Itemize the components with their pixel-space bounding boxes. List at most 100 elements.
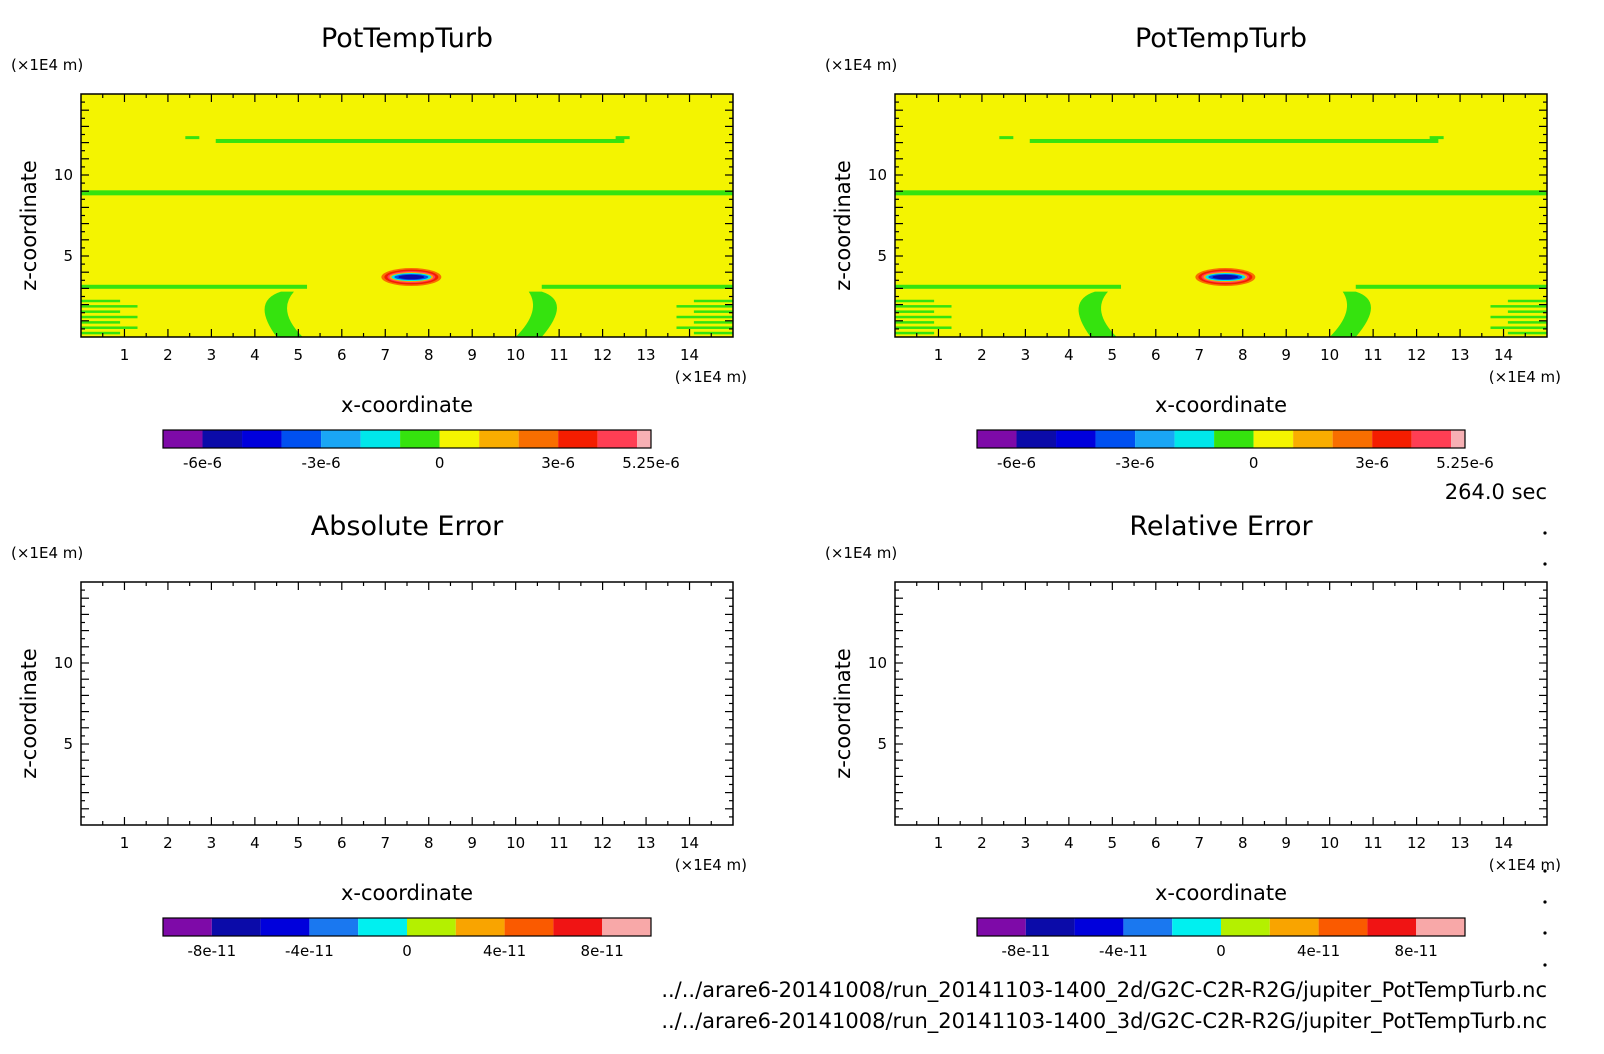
- x-unit-label: (×1E4 m): [675, 856, 747, 874]
- y-axis-label: z-coordinate: [831, 648, 855, 779]
- x-tick-label: 10: [506, 346, 525, 364]
- colorbar-swatch: [1172, 918, 1221, 936]
- panel-title: Absolute Error: [311, 511, 504, 542]
- near-zero-band: [215, 138, 625, 143]
- colorbar-swatch: [281, 430, 322, 448]
- x-tick-label: 9: [467, 346, 477, 364]
- near-zero-band: [81, 190, 733, 196]
- x-tick-label: 11: [550, 346, 569, 364]
- axis-ticks: [81, 582, 733, 825]
- colorbar-swatch: [637, 430, 651, 448]
- near-zero-band: [895, 284, 1122, 289]
- colorbar-swatch: [1411, 430, 1452, 448]
- colorbar-frame: [162, 429, 652, 449]
- colorbar-swatch: [977, 918, 1026, 936]
- near-zero-region: [1329, 291, 1371, 337]
- x-tick-label: 7: [1194, 834, 1204, 852]
- panel-3: Absolute Error(×1E4 m)(×1E4 m)1 2 3 4 5 6 7 8 9 1…: [11, 511, 747, 960]
- x-tick-label: 9: [1281, 834, 1291, 852]
- near-zero-region: [264, 291, 303, 337]
- x-tick-label: 1: [120, 346, 130, 364]
- near-zero-stripe: [81, 310, 121, 313]
- axis-ticks: [81, 94, 733, 337]
- x-unit-label: (×1E4 m): [675, 368, 747, 386]
- panel-2: PotTempTurb(×1E4 m)(×1E4 m)1 2 3 4 5 6 7 8 9 10 11…: [825, 23, 1561, 472]
- colorbar-swatch: [211, 918, 261, 936]
- y-unit-label: (×1E4 m): [11, 56, 83, 74]
- x-tick-label: 5: [1108, 834, 1118, 852]
- colorbar-swatch: [1095, 430, 1136, 448]
- colorbar-tick-label: 4e-11: [1297, 942, 1340, 960]
- near-zero-stripe: [81, 315, 138, 319]
- near-zero-stripe: [693, 321, 733, 324]
- near-zero-band: [185, 136, 200, 140]
- x-tick-label: 5: [1108, 346, 1118, 364]
- x-tick-label: 2: [163, 346, 173, 364]
- near-zero-band: [1029, 138, 1439, 143]
- near-zero-stripe: [895, 305, 952, 308]
- x-tick-label: 8: [424, 346, 434, 364]
- near-zero-stripe: [676, 305, 733, 308]
- panel-title: PotTempTurb: [1135, 23, 1307, 54]
- y-tick-label: 10: [868, 166, 887, 184]
- right-edge-dots: [1543, 531, 1547, 967]
- near-zero-stripe: [895, 310, 935, 313]
- colorbar-swatch: [1221, 918, 1270, 936]
- near-zero-band: [1355, 284, 1547, 289]
- colorbar-tick-label: 5.25e-6: [622, 454, 680, 472]
- near-zero-stripe: [895, 299, 935, 303]
- near-zero-stripe: [81, 321, 121, 324]
- colorbar-tick-label: 0: [435, 454, 445, 472]
- x-tick-label: 6: [1151, 346, 1161, 364]
- colorbar-swatch: [553, 918, 603, 936]
- panel-title: Relative Error: [1129, 511, 1313, 542]
- x-tick-label: 12: [1407, 346, 1426, 364]
- near-zero-stripe: [81, 299, 121, 303]
- colorbar-tick-label: -3e-6: [301, 454, 340, 472]
- x-axis-label: x-coordinate: [1155, 393, 1287, 417]
- colorbar-swatch: [163, 430, 203, 448]
- colorbar-swatch: [504, 918, 554, 936]
- near-zero-stripe: [1507, 299, 1547, 303]
- near-zero-band: [615, 136, 630, 140]
- near-zero-stripe: [693, 299, 733, 303]
- y-unit-label: (×1E4 m): [825, 544, 897, 562]
- colorbar-swatch: [1332, 430, 1373, 448]
- x-axis-label: x-coordinate: [341, 393, 473, 417]
- colorbar-swatch: [1293, 430, 1333, 448]
- y-axis-label: z-coordinate: [17, 648, 41, 779]
- panel-title: PotTempTurb: [321, 23, 493, 54]
- x-tick-label: 8: [424, 834, 434, 852]
- colorbar-swatch: [321, 430, 361, 448]
- x-unit-label: (×1E4 m): [1489, 856, 1561, 874]
- colorbar-swatch: [1135, 430, 1175, 448]
- colorbar-frame: [162, 917, 652, 937]
- x-tick-label: 1: [120, 834, 130, 852]
- x-tick-label: 5: [294, 834, 304, 852]
- x-tick-label: 2: [163, 834, 173, 852]
- colorbar-tick-label: 3e-6: [541, 454, 575, 472]
- colorbar-swatch: [1416, 918, 1465, 936]
- x-tick-label: 13: [637, 346, 656, 364]
- panels: PotTempTurb(×1E4 m)(×1E4 m)1 2 3 4 5 6 7 8 9 10 11…: [11, 23, 1561, 960]
- colorbar-swatch: [260, 918, 310, 936]
- x-tick-label: 9: [1281, 346, 1291, 364]
- panel-4: Relative Error(×1E4 m)(×1E4 m)1 2 3 4 5 6 7 8 9 1…: [825, 511, 1561, 960]
- colorbar: -8e-11 -4e-11 0 4e-11 8e-11: [976, 917, 1466, 960]
- colorbar-tick-label: 8e-11: [1395, 942, 1438, 960]
- colorbar-tick-label: -4e-11: [285, 942, 334, 960]
- x-tick-label: 5: [294, 346, 304, 364]
- x-tick-label: 14: [680, 834, 699, 852]
- colorbar-swatch: [400, 430, 440, 448]
- near-zero-stripe: [1490, 326, 1547, 329]
- x-tick-label: 4: [250, 346, 260, 364]
- near-zero-stripe: [1507, 331, 1547, 335]
- colorbar-tick-label: -4e-11: [1099, 942, 1148, 960]
- x-tick-label: 11: [550, 834, 569, 852]
- near-zero-stripe: [1490, 305, 1547, 308]
- x-tick-label: 14: [1494, 834, 1513, 852]
- x-tick-label: 13: [1451, 834, 1470, 852]
- colorbar-swatch: [1451, 430, 1465, 448]
- x-tick-label: 4: [1064, 834, 1074, 852]
